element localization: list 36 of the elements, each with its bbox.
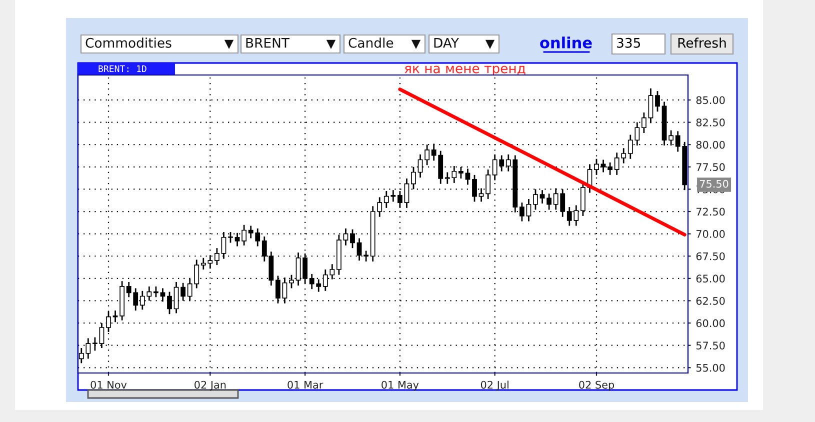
text: Candle	[348, 38, 394, 48]
candlestick	[540, 189, 545, 204]
candlestick	[404, 178, 410, 209]
x-tick-label: 02 Sep	[579, 380, 614, 391]
candlestick	[153, 286, 158, 298]
y-tick-label: 65.00	[696, 274, 725, 283]
text: BRENT	[246, 38, 290, 48]
y-tick-label: 62.50	[696, 296, 725, 305]
text: DAY	[434, 38, 460, 48]
y-tick-label: 67.50	[696, 252, 725, 260]
y-tick-label: 55.00	[696, 364, 725, 372]
candlestick	[546, 192, 552, 210]
text: online	[540, 36, 592, 48]
x-tick-label: 02 Jul	[480, 380, 508, 391]
y-tick-label: 80.00	[696, 140, 725, 149]
annotation: як на мене тренд	[404, 66, 526, 76]
text: Refresh	[678, 38, 726, 48]
candlestick	[526, 198, 532, 222]
x-tick-label: 01 Mar	[288, 380, 324, 389]
y-tick-label: 70.00	[696, 230, 725, 238]
y-tick-label: 57.50	[696, 342, 725, 350]
candlestick	[343, 228, 348, 246]
x-tick-label: 02 Jan	[194, 380, 226, 391]
y-tick-label: 60.00	[696, 319, 725, 328]
y-tick-label: 82.50	[696, 118, 725, 126]
candlestick	[648, 88, 654, 124]
candlestick	[214, 247, 220, 266]
y-tick-label: 77.50	[696, 163, 725, 172]
text: 75.50	[700, 180, 728, 188]
text: 335	[617, 38, 640, 48]
text: Commodities	[86, 38, 172, 48]
y-tick-label: 72.50	[696, 208, 725, 216]
x-tick-label: 01 Nov	[90, 380, 127, 389]
x-tick-label: 01 May	[382, 380, 419, 391]
chart-title: BRENT: 1D	[98, 65, 146, 72]
y-tick-label: 85.00	[696, 96, 725, 104]
